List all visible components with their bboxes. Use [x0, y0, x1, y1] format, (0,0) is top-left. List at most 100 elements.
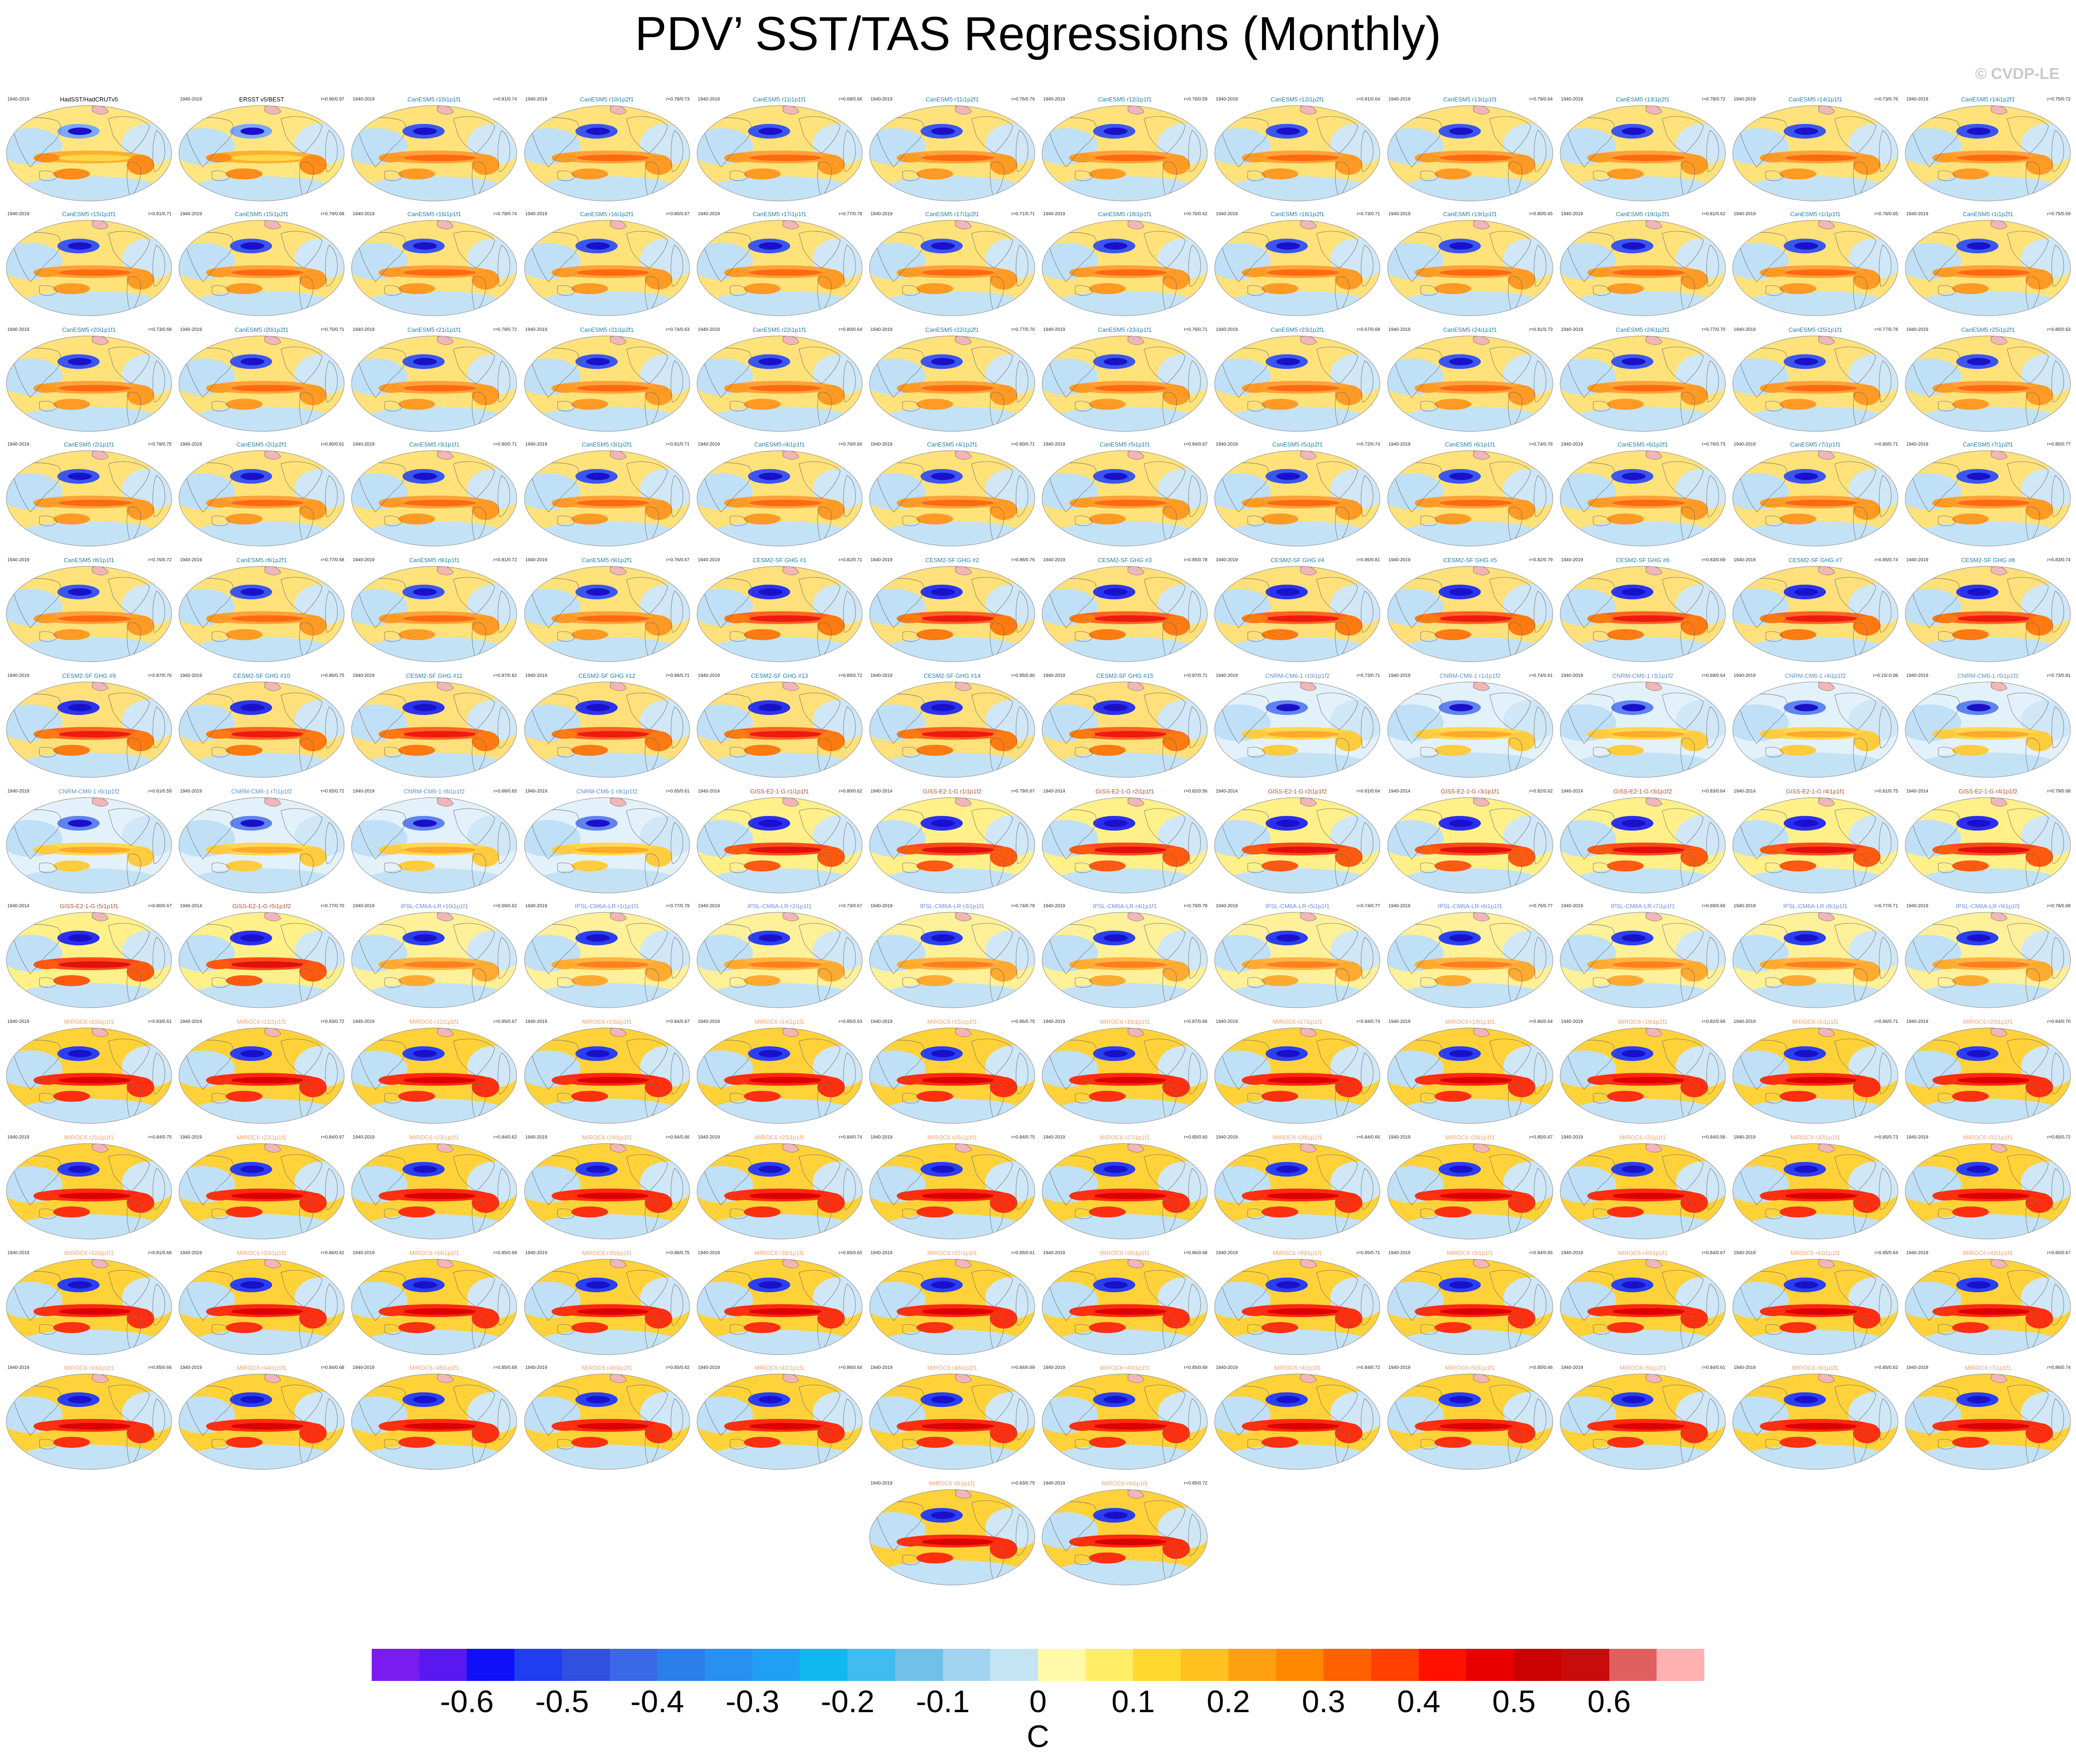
panel-map — [179, 335, 345, 432]
panel-pattern-correlation: r=0.76/0.66 — [838, 442, 862, 447]
map-panel: MIROC6 r37i1p1f1 1940-2019 r=0.85/0.61 — [866, 1250, 1038, 1365]
coastline-asia — [702, 924, 752, 974]
coastline-south-america — [990, 162, 1005, 197]
panel-map — [1560, 335, 1726, 432]
coastline-asia — [1393, 578, 1442, 628]
panel-map — [6, 1259, 172, 1355]
atlantic-warm — [1680, 731, 1708, 751]
atlantic-warm — [1507, 731, 1535, 751]
panel-pattern-correlation: r=0.85/0.65 — [838, 1250, 862, 1256]
map-panel: MIROC6 r7i1p1f1 1940-2019 r=0.86/0.74 — [1902, 1365, 2074, 1479]
map-panel: CanESM5 r9i1p1f1 1940-2019 r=0.81/0.72 — [348, 557, 520, 672]
indian-ocean-warm — [1932, 730, 1959, 739]
tropical-core — [1094, 1308, 1167, 1315]
atlantic-warm — [1335, 847, 1363, 867]
panel-title: CanESM5 r24i1p2f1 — [1616, 326, 1670, 333]
coastline-asia — [1910, 1040, 1960, 1090]
coastline-south-america — [1507, 968, 1522, 1004]
atlantic-warm — [817, 1077, 845, 1097]
north-pacific-core — [931, 128, 955, 135]
indian-ocean-warm — [206, 1307, 232, 1316]
panel-pattern-correlation: r=0.79/0.64 — [1529, 97, 1553, 102]
coastline-africa — [1188, 245, 1201, 287]
atlantic-warm — [127, 961, 154, 982]
coastline-asia — [702, 1040, 752, 1090]
coastline-africa — [670, 1168, 683, 1210]
atlantic-warm — [1507, 615, 1535, 636]
tropical-core — [575, 961, 649, 968]
panel-years: 1940-2019 — [1216, 558, 1238, 563]
coastline-australia — [1938, 401, 1956, 412]
indian-ocean-warm — [1069, 1307, 1095, 1316]
panel-map — [1214, 450, 1380, 547]
south-pacific-warm — [916, 860, 953, 871]
coastline-australia — [1765, 862, 1784, 873]
coastline-south-america — [127, 968, 141, 1004]
map-panel: CanESM5 r22i1p1f1 1940-2019 r=0.80/0.64 — [693, 327, 866, 441]
tropical-core — [403, 1193, 477, 1199]
coastline-north-america — [1144, 116, 1186, 154]
coastline-north-america — [798, 116, 841, 154]
coastline-north-america — [971, 346, 1013, 384]
panel-map — [869, 566, 1035, 662]
coastline-north-america — [1489, 692, 1531, 730]
map-panel: MIROC6 r21i1p1f1 1940-2019 r=0.84/0.75 — [3, 1134, 175, 1249]
panel-map — [1732, 566, 1898, 662]
map-frame — [1905, 450, 2071, 547]
atlantic-warm — [2026, 1423, 2054, 1443]
panel-pattern-correlation: r=0.70/0.78 — [1184, 904, 1208, 909]
coastline-australia — [1075, 862, 1093, 873]
atlantic-warm — [1853, 961, 1881, 982]
coastline-africa — [1361, 822, 1373, 864]
atlantic-warm — [299, 385, 327, 405]
panel-pattern-correlation: r=0.87/0.71 — [1184, 673, 1208, 678]
north-pacific-core — [1449, 934, 1473, 942]
panel-years: 1940-2019 — [1216, 673, 1238, 678]
south-pacific-warm — [916, 1552, 953, 1563]
north-pacific-core — [931, 1050, 955, 1057]
coastline-australia — [1075, 515, 1093, 526]
map-field — [1042, 682, 1208, 777]
indian-ocean-warm — [1069, 845, 1095, 854]
tropical-core — [403, 385, 477, 391]
map-panel: CNRM-CM6-1 r5i1p1f2 1940-2019 r=0.73/0.81 — [1902, 673, 2074, 787]
indian-ocean-warm — [551, 498, 577, 508]
coastline-australia — [557, 747, 575, 758]
atlantic-warm — [299, 1193, 327, 1213]
atlantic-warm — [127, 155, 154, 175]
panel-title: CanESM5 r3i1p2f1 — [581, 441, 632, 448]
tropical-core — [403, 1308, 477, 1315]
map-field — [1905, 220, 2071, 316]
page-title: PDV’ SST/TAS Regressions (Monthly) — [635, 7, 1441, 61]
coastline-africa — [843, 706, 856, 748]
indian-ocean-warm — [724, 384, 750, 393]
map-field — [1387, 220, 1553, 316]
colorbar-swatch — [1133, 1649, 1181, 1681]
south-pacific-warm — [1952, 1091, 1989, 1102]
atlantic-warm — [1680, 269, 1708, 290]
map-field — [179, 1028, 345, 1123]
panel-pattern-correlation: r=0.84/0.61 — [1702, 1365, 1725, 1370]
indian-ocean-warm — [1760, 1422, 1786, 1431]
map-frame — [869, 1027, 1035, 1124]
panel-map — [1560, 1143, 1726, 1239]
coastline-north-america — [2007, 577, 2049, 614]
coastline-australia — [212, 631, 230, 642]
map-field — [697, 1374, 862, 1469]
map-panel: MIROC6 r39i1p1f1 1940-2019 r=0.85/0.71 — [1211, 1250, 1384, 1365]
tropical-core — [748, 1423, 822, 1429]
north-pacific-core — [413, 704, 437, 711]
panel-title: ERSST v5/BEST — [239, 96, 285, 103]
coastline-south-america — [299, 507, 314, 542]
panel-title: CESM2-SF GHG #12 — [578, 672, 636, 679]
coastline-south-america — [2026, 392, 2040, 428]
map-frame — [869, 566, 1035, 662]
south-pacific-warm — [1780, 629, 1816, 640]
coastline-africa — [1016, 1168, 1028, 1210]
coastline-south-america — [644, 507, 659, 542]
panel-years: 1940-2019 — [525, 1019, 547, 1024]
tropical-core — [1094, 961, 1167, 968]
coastline-africa — [1188, 475, 1201, 517]
colorbar-tick-label: 0 — [1029, 1684, 1047, 1719]
coastline-africa — [1879, 475, 1892, 517]
